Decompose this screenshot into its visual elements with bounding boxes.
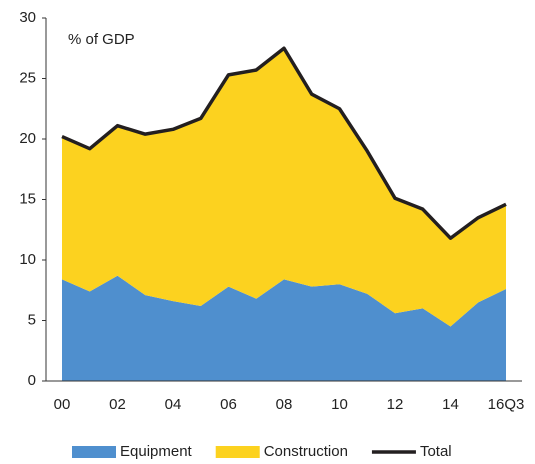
x-tick-label: 08 bbox=[276, 396, 293, 413]
y-tick-label: 0 bbox=[28, 372, 36, 389]
area bbox=[62, 48, 506, 327]
x-tick-label: 02 bbox=[109, 396, 126, 413]
area bbox=[62, 275, 506, 381]
y-tick-label: 30 bbox=[19, 9, 36, 26]
x-tick-label: 14 bbox=[442, 396, 459, 413]
legend-label: Construction bbox=[264, 443, 348, 460]
x-tick-label: 04 bbox=[165, 396, 182, 413]
x-tick-label: 16Q3 bbox=[488, 396, 525, 413]
y-tick-label: 10 bbox=[19, 251, 36, 268]
y-tick-label: 15 bbox=[19, 190, 36, 207]
y-tick-label: 25 bbox=[19, 69, 36, 86]
legend-label: Equipment bbox=[120, 443, 193, 460]
x-tick-label: 10 bbox=[331, 396, 348, 413]
legend-swatch bbox=[215, 446, 260, 458]
annotation: % of GDP bbox=[68, 31, 135, 48]
x-tick-label: 06 bbox=[220, 396, 237, 413]
total-line bbox=[61, 46, 507, 240]
x-tick-label: 00 bbox=[54, 396, 71, 413]
x-tick-label: 12 bbox=[387, 396, 404, 413]
y-tick-label: 5 bbox=[28, 311, 36, 328]
y-tick-label: 20 bbox=[19, 130, 36, 147]
legend-swatch bbox=[72, 446, 116, 458]
legend-label: Total bbox=[420, 443, 452, 460]
